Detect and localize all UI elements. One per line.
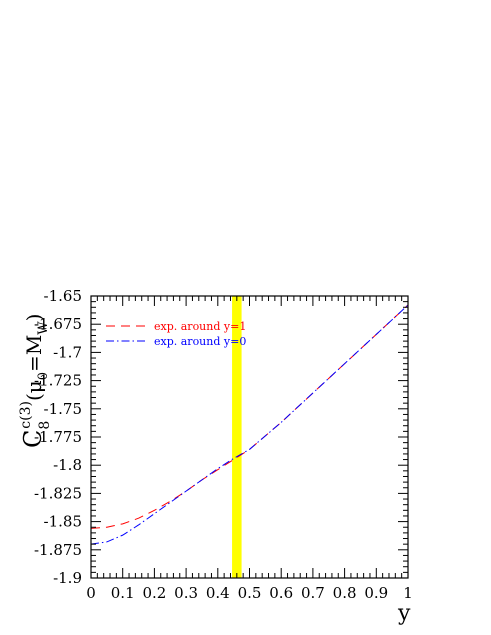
x-tick-label: 0.4	[206, 584, 230, 602]
legend: exp. around y=1 exp. around y=0	[106, 320, 246, 348]
y-tick-label: -1.7	[53, 343, 82, 361]
y-tick-label: -1.675	[34, 315, 82, 333]
y-tick-label: -1.825	[34, 484, 82, 502]
x-tick-label: 0.6	[269, 584, 293, 602]
x-tick-label: 0.2	[142, 584, 166, 602]
x-tick-label: 0.7	[301, 584, 325, 602]
y-tick-label: -1.9	[53, 569, 82, 587]
y-tick-label: -1.85	[44, 513, 82, 531]
y-tick-label: -1.75	[44, 400, 82, 418]
svg-text:C8c(3)(μ0=MW): C8c(3)(μ0=MW)	[18, 314, 53, 449]
x-tick-label: 0.3	[174, 584, 198, 602]
legend-label-series-2: exp. around y=0	[154, 335, 246, 348]
x-tick-label: 0	[86, 584, 96, 602]
legend-label-series-1: exp. around y=1	[154, 320, 246, 333]
series-line-1	[90, 304, 409, 529]
x-tick-label: 0.1	[111, 584, 135, 602]
y-axis-title: C8c(3)(μ0=MW)	[18, 314, 53, 449]
x-tick-label: 0.8	[333, 584, 357, 602]
series-line-2	[90, 304, 409, 545]
x-axis-title: y	[397, 601, 411, 626]
x-tick-label: 0.9	[364, 584, 388, 602]
y-tick-label: -1.65	[44, 287, 82, 305]
plot-frame	[90, 295, 409, 579]
y-tick-label: -1.775	[34, 428, 82, 446]
y-tick-label: -1.875	[34, 541, 82, 559]
y-tick-label: -1.8	[53, 456, 82, 474]
y-tick-label: -1.725	[34, 372, 82, 390]
x-tick-label: 1	[403, 584, 413, 602]
x-tick-label: 0.5	[238, 584, 262, 602]
highlight-band	[232, 296, 242, 578]
